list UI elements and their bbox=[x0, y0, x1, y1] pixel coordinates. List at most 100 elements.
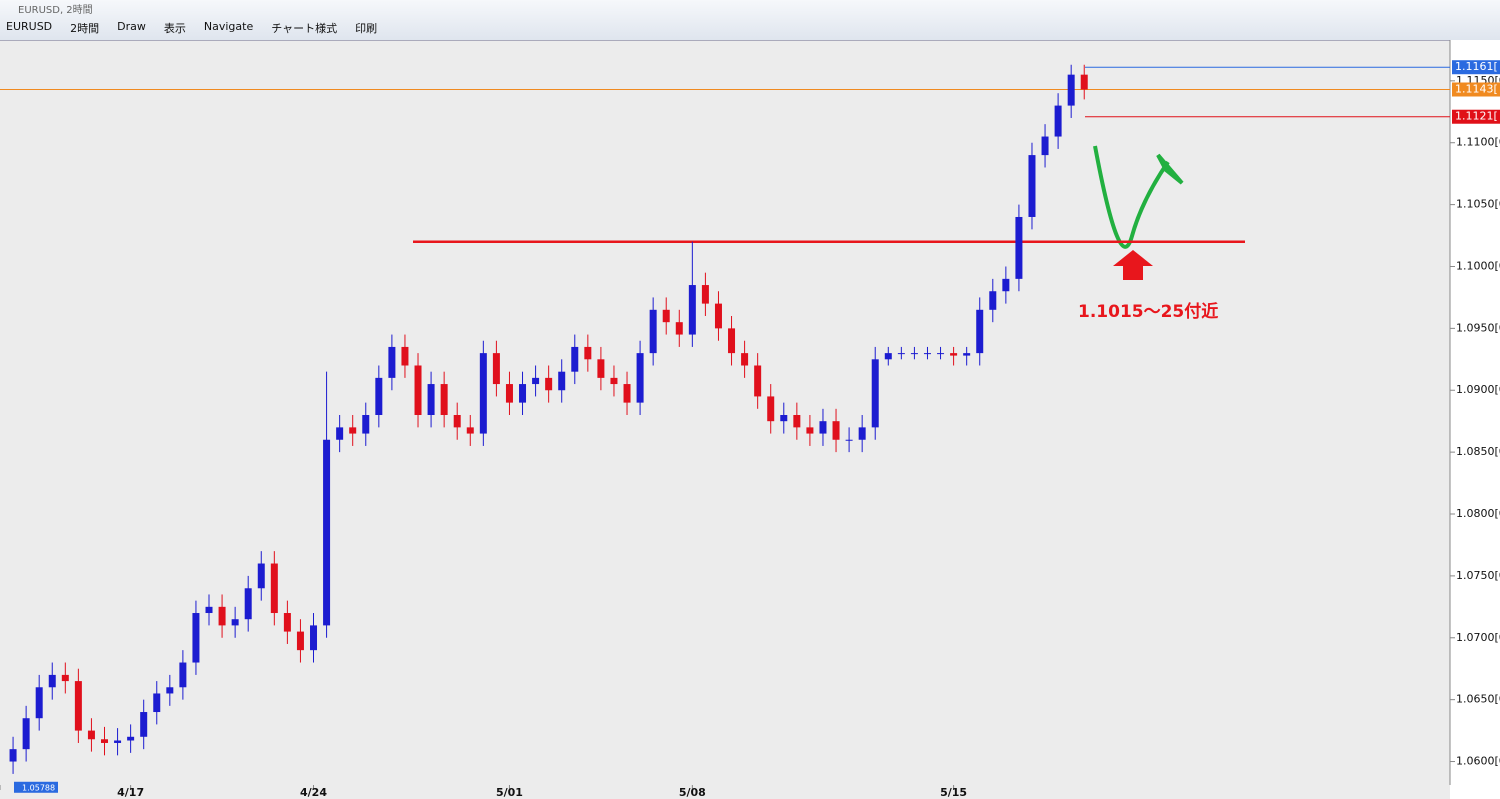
candle-body bbox=[296, 631, 304, 651]
toolbar-item[interactable]: Navigate bbox=[203, 20, 254, 33]
x-tick-label: 4/17 bbox=[117, 786, 144, 799]
candle-body bbox=[101, 739, 109, 743]
price-tag-label: 1.1121[ bbox=[1455, 110, 1498, 123]
price-tag bbox=[1452, 60, 1500, 75]
candle-body bbox=[61, 674, 69, 682]
candle-body bbox=[649, 309, 657, 354]
candle-body bbox=[1067, 74, 1075, 106]
candle-body bbox=[231, 619, 239, 626]
candle-body bbox=[283, 613, 291, 632]
toolbar-item[interactable]: 表示 bbox=[163, 22, 186, 35]
candle-body bbox=[532, 377, 540, 385]
y-tick-label: 1.0750[0 bbox=[1456, 569, 1500, 582]
toolbar-item[interactable]: 印刷 bbox=[355, 22, 378, 35]
y-tick-label: 1.0900[0 bbox=[1456, 383, 1500, 396]
candle-body bbox=[35, 687, 43, 719]
x-tick-label: 5/15 bbox=[940, 786, 967, 799]
x-tick-label: 5/08 bbox=[679, 786, 706, 799]
green-arrowhead bbox=[1156, 153, 1184, 185]
candle-body bbox=[375, 377, 383, 415]
candle-body bbox=[910, 353, 918, 355]
candle-body bbox=[362, 415, 370, 434]
low-marker-label: 1.05788 bbox=[22, 783, 55, 792]
candle-body bbox=[74, 681, 82, 731]
candle-body bbox=[87, 730, 95, 740]
toolbar-item[interactable]: 2時間 bbox=[70, 22, 100, 35]
y-tick-label: 1.1100[0 bbox=[1456, 136, 1500, 149]
candle-body bbox=[270, 563, 278, 614]
candle-body bbox=[127, 736, 135, 741]
candle-body bbox=[558, 371, 566, 391]
candle-body bbox=[1028, 155, 1036, 217]
price-tag bbox=[1452, 109, 1500, 124]
candle-body bbox=[310, 625, 318, 651]
toolbar-item[interactable]: Draw bbox=[117, 20, 146, 33]
toolbar-item[interactable]: EURUSD bbox=[6, 20, 53, 33]
price-tag bbox=[1452, 82, 1500, 97]
toolbar-items: EURUSD 2時間 Draw 表示 Navigate チャート様式 印刷 bbox=[6, 20, 377, 36]
candle-body bbox=[22, 718, 30, 750]
candle-body bbox=[453, 415, 461, 428]
candle-body bbox=[858, 427, 866, 440]
candle-body bbox=[140, 712, 148, 737]
candle-body bbox=[819, 421, 827, 434]
candle-body bbox=[780, 415, 788, 422]
candle-body bbox=[427, 384, 435, 415]
candle-body bbox=[48, 674, 56, 688]
candle-body bbox=[1002, 278, 1010, 292]
candle-body bbox=[323, 439, 331, 626]
candle-body bbox=[545, 377, 553, 391]
candle-body bbox=[714, 303, 722, 329]
y-tick-label: 1.0650[0 bbox=[1456, 693, 1500, 706]
candle-body bbox=[1080, 74, 1088, 90]
annotation: 1.1015～25付近 bbox=[1078, 301, 1218, 322]
y-tick-label: 1.0950[0 bbox=[1456, 321, 1500, 334]
candle-body bbox=[610, 377, 618, 385]
candle-body bbox=[806, 427, 814, 434]
candle-body bbox=[114, 740, 122, 743]
candle-body bbox=[192, 613, 200, 663]
y-tick-label: 1.0700[0 bbox=[1456, 631, 1500, 644]
y-tick-label: 1.0600[0 bbox=[1456, 755, 1500, 768]
candle-body bbox=[505, 384, 513, 403]
candle-body bbox=[623, 384, 631, 403]
candle-body bbox=[401, 346, 409, 366]
candle-body bbox=[414, 365, 422, 415]
low-marker bbox=[14, 781, 58, 793]
red-arrow bbox=[1113, 250, 1153, 280]
candle-body bbox=[675, 322, 683, 335]
candle-body bbox=[519, 384, 527, 403]
x-tick-label: 5/01 bbox=[496, 786, 523, 799]
candle-body bbox=[466, 427, 474, 434]
candle-body bbox=[937, 353, 945, 355]
x-tick-label: 4/24 bbox=[300, 786, 327, 799]
candle-body bbox=[728, 328, 736, 354]
price-tag-label: 1.1161[ bbox=[1455, 60, 1498, 73]
price-tag-label: 1.1143[ bbox=[1455, 83, 1498, 96]
candle-body bbox=[793, 415, 801, 428]
candle-body bbox=[205, 606, 213, 614]
candle-body bbox=[597, 359, 605, 378]
y-tick-label: 1.1000[0 bbox=[1456, 259, 1500, 272]
candle-body bbox=[1054, 105, 1062, 137]
candle-body bbox=[584, 346, 592, 360]
candle-body bbox=[950, 353, 958, 356]
candle-body bbox=[963, 353, 971, 356]
candle-body bbox=[440, 384, 448, 415]
toolbar-item[interactable]: チャート様式 bbox=[271, 22, 338, 35]
candle-body bbox=[845, 439, 853, 441]
candle-body bbox=[153, 693, 161, 713]
candle-body bbox=[754, 365, 762, 397]
price-axis bbox=[1450, 40, 1500, 799]
candle-body bbox=[662, 309, 670, 323]
candle-body bbox=[1015, 216, 1023, 279]
candle-body bbox=[1041, 136, 1049, 156]
candle-body bbox=[884, 353, 892, 360]
candle-body bbox=[492, 353, 500, 385]
candle-body bbox=[166, 687, 174, 694]
candle-body bbox=[349, 427, 357, 434]
candle-body bbox=[741, 353, 749, 366]
candle-body bbox=[388, 346, 396, 378]
green-arrow bbox=[1093, 145, 1170, 249]
